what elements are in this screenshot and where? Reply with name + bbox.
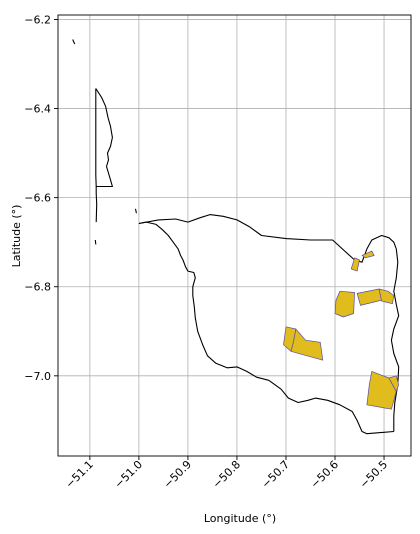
x-tick-label: −51.0 [112, 458, 145, 491]
parcel-polygon [290, 328, 324, 361]
region-boundary [72, 39, 400, 435]
parcel-polygon [356, 288, 382, 306]
y-tick-label: −7.0 [24, 370, 51, 383]
x-axis-label: Longitude (°) [204, 512, 276, 525]
y-tick-label: −6.8 [24, 281, 51, 294]
parcel-polygon [283, 326, 297, 352]
boundary-line [138, 214, 400, 432]
parcel-polygon [350, 257, 360, 272]
x-tick-label: −50.8 [210, 458, 243, 491]
parcel-polygons [283, 250, 400, 410]
boundary-line [94, 239, 97, 245]
x-tick-label: −50.9 [161, 458, 194, 491]
boundary-line [72, 39, 76, 45]
x-tick-label: −50.5 [357, 458, 390, 491]
parcel-polygon [378, 288, 395, 305]
boundary-line [134, 208, 137, 214]
grid-lines [58, 15, 411, 456]
x-tick-label: −50.7 [259, 458, 292, 491]
parcel-polygon [361, 250, 375, 259]
y-tick-label: −6.4 [24, 103, 51, 116]
x-tick-label: −50.6 [308, 458, 341, 491]
boundary-line [95, 88, 113, 223]
x-tick-label: −51.1 [63, 458, 96, 491]
parcel-polygon [334, 290, 355, 318]
boundary-line [138, 221, 394, 435]
parcel-polygon [388, 375, 400, 392]
axes-frame [57, 14, 412, 457]
y-tick-label: −6.6 [24, 192, 51, 205]
y-tick-label: −6.2 [24, 13, 51, 26]
y-axis-label: Latitude (°) [10, 205, 23, 268]
